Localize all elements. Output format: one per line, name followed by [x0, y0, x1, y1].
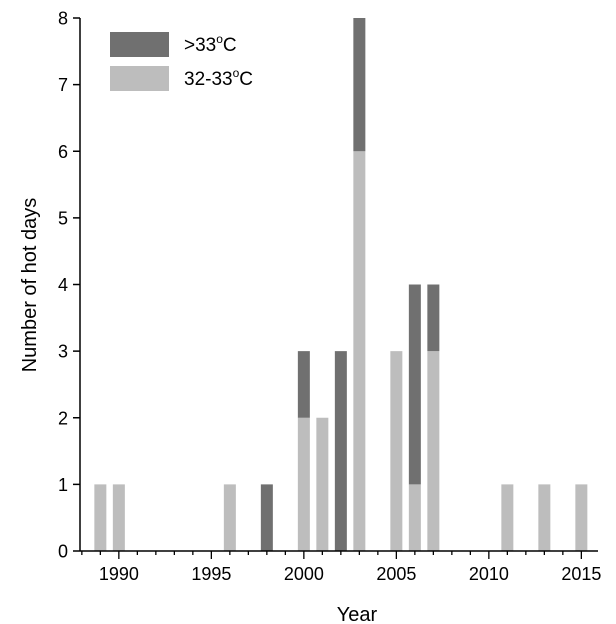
x-tick-label: 1990 [99, 564, 139, 584]
y-tick-label: 3 [58, 342, 68, 362]
bar-1989-series-0 [94, 484, 107, 552]
legend-swatch [110, 32, 169, 57]
legend-swatch [110, 66, 169, 91]
bar-2013-series-0 [538, 484, 551, 552]
bar-2003-series-1 [353, 18, 366, 152]
y-tick-label: 5 [58, 208, 68, 228]
bar-2001-series-0 [316, 417, 329, 551]
x-tick-label: 2015 [561, 564, 601, 584]
y-tick-label: 2 [58, 408, 68, 428]
bar-2002-series-1 [334, 351, 347, 552]
bar-1998-series-1 [260, 484, 273, 552]
bar-2006-series-0 [408, 484, 421, 552]
y-tick-label: 7 [58, 75, 68, 95]
y-tick-label: 1 [58, 475, 68, 495]
x-tick-label: 2005 [376, 564, 416, 584]
bar-2006-series-1 [408, 284, 421, 485]
bar-2005-series-0 [390, 351, 403, 552]
y-axis-label: Number of hot days [19, 198, 41, 373]
bar-2015-series-0 [575, 484, 588, 552]
x-tick-label: 2010 [469, 564, 509, 584]
bar-2003-series-0 [353, 151, 366, 551]
bar-2000-series-0 [297, 417, 310, 551]
y-ticks-group: 0 1 2 3 4 5 6 7 8 [58, 9, 80, 562]
x-axis-label: Year [337, 604, 378, 624]
legend-label: >33oC [184, 32, 237, 56]
x-tick-label: 1995 [191, 564, 231, 584]
legend: >33oC 32-33oC [110, 32, 253, 91]
bar-2011-series-0 [501, 484, 514, 552]
y-tick-label: 0 [58, 542, 68, 562]
x-ticks-group: 1990 1995 2000 2005 2010 2015 [81, 551, 601, 584]
bar-2000-series-1 [297, 351, 310, 418]
bars-group [94, 18, 588, 552]
x-tick-label: 2000 [284, 564, 324, 584]
legend-label: 32-33oC [184, 66, 253, 90]
bar-2007-series-1 [427, 284, 440, 352]
y-tick-label: 8 [58, 9, 68, 29]
bar-1990-series-0 [112, 484, 125, 552]
bar-2007-series-0 [427, 351, 440, 552]
y-tick-label: 4 [58, 275, 68, 295]
bar-1996-series-0 [223, 484, 236, 552]
y-tick-label: 6 [58, 142, 68, 162]
